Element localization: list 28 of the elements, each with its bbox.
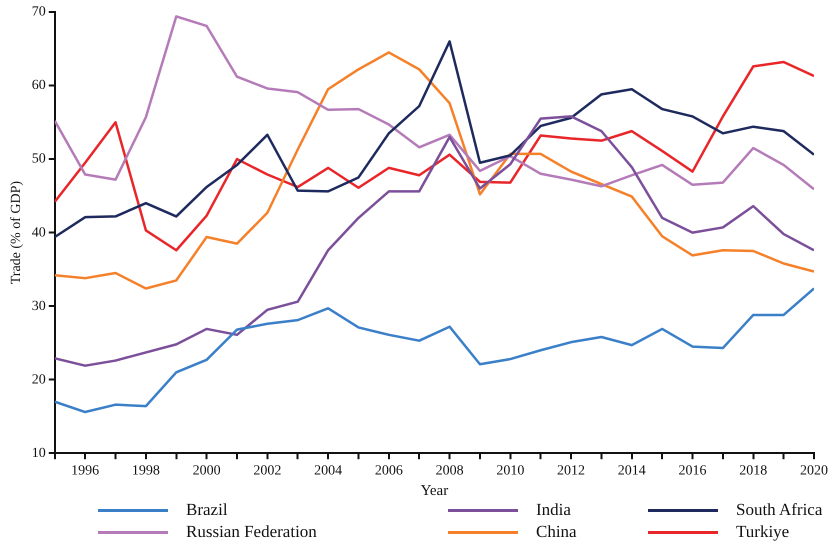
y-axis-title: Trade (% of GDP) bbox=[9, 180, 24, 284]
legend-label: India bbox=[536, 500, 571, 520]
x-tick-label: 2000 bbox=[192, 463, 221, 478]
legend-label: Turkiye bbox=[736, 522, 790, 542]
x-tick-label: 2016 bbox=[678, 463, 707, 478]
x-tick-label: 2010 bbox=[496, 463, 524, 478]
y-tick-label: 70 bbox=[32, 4, 46, 20]
legend-label: Brazil bbox=[186, 500, 228, 520]
x-tick-label: 2014 bbox=[618, 463, 646, 478]
x-tick-label: 2004 bbox=[314, 463, 342, 478]
x-tick-label: 1996 bbox=[71, 463, 100, 478]
y-tick-label: 20 bbox=[32, 372, 46, 388]
y-tick-label: 40 bbox=[32, 225, 46, 240]
y-tick-label: 30 bbox=[32, 298, 46, 314]
legend-label: Russian Federation bbox=[186, 522, 317, 542]
x-tick-label: 2008 bbox=[436, 463, 464, 478]
x-tick-label: 2012 bbox=[557, 463, 586, 478]
x-tick-label: 1998 bbox=[132, 463, 160, 478]
y-tick-label: 60 bbox=[32, 78, 46, 94]
x-tick-label: 2002 bbox=[253, 463, 282, 478]
x-tick-label: 2006 bbox=[374, 463, 403, 478]
x-tick-label: 2018 bbox=[739, 463, 768, 478]
x-tick-label: 2020 bbox=[800, 463, 828, 478]
legend-label: South Africa bbox=[736, 500, 822, 520]
y-tick-label: 10 bbox=[32, 446, 46, 461]
y-tick-label: 50 bbox=[32, 152, 46, 167]
legend-label: China bbox=[536, 522, 577, 542]
x-axis-title: Year bbox=[420, 482, 448, 499]
